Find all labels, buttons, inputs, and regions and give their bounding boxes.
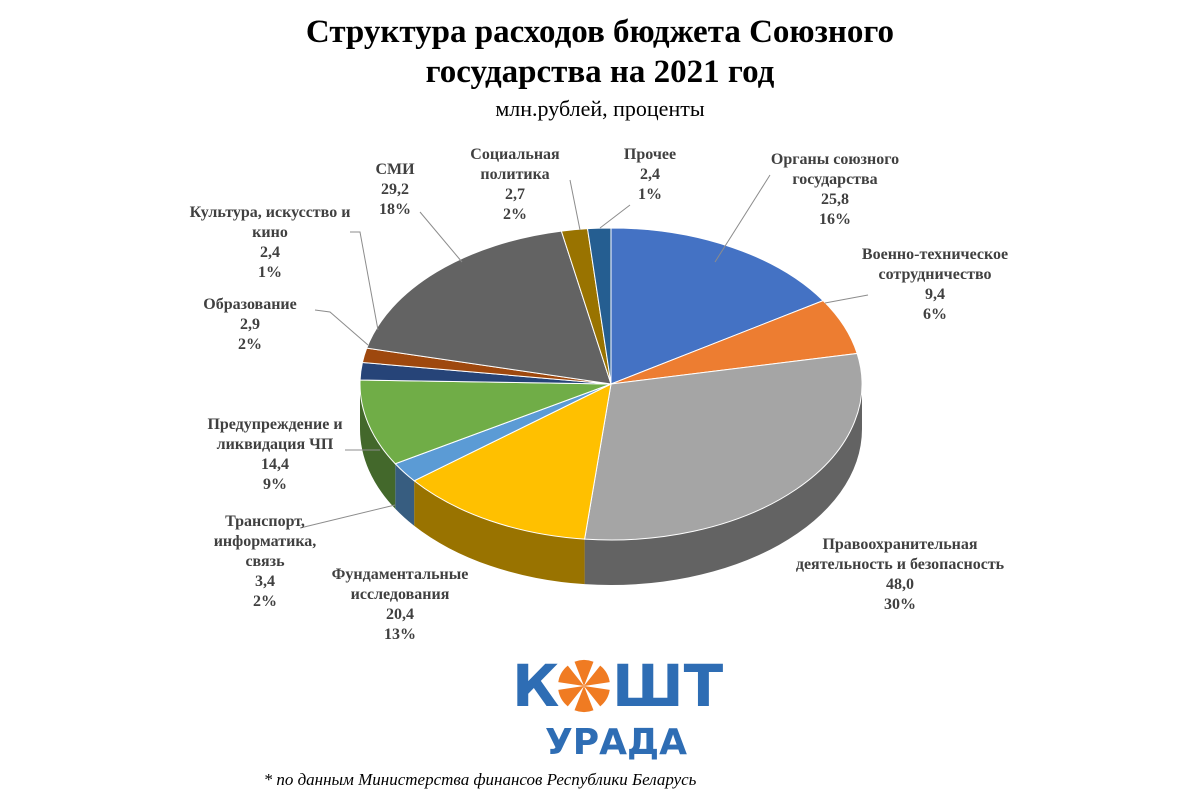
pie-slice (359, 379, 612, 465)
data-label: Прочее 2,4 1% (605, 145, 695, 205)
data-label: Социальная политика 2,7 2% (455, 145, 575, 225)
chart-subtitle: млн.рублей, проценты (495, 96, 705, 121)
percent-label: 2% (503, 206, 527, 223)
logo-segment (558, 686, 584, 707)
pie-slice-side (584, 384, 863, 585)
logo-segment (574, 660, 594, 686)
leader-line (419, 211, 463, 263)
value-label: 25,8 (821, 191, 849, 208)
category-label: Образование (203, 296, 297, 313)
data-label: СМИ 29,2 18% (350, 160, 440, 220)
category-label: Военно-техническое сотрудничество (861, 246, 1009, 283)
leader-line (599, 204, 631, 229)
pie-slice (413, 383, 612, 540)
percent-label: 2% (253, 593, 277, 610)
logo-segment (584, 686, 610, 707)
data-label: Образование 2,9 2% (180, 295, 320, 355)
value-label: 29,2 (381, 181, 409, 198)
value-label: 2,4 (640, 166, 660, 183)
data-label: Военно-техническое сотрудничество 9,4 6% (860, 245, 1010, 325)
percent-label: 18% (379, 201, 411, 218)
logo-right: ШТ (612, 652, 724, 720)
percent-label: 2% (238, 336, 262, 353)
leader-line (299, 504, 396, 529)
leader-line (314, 309, 369, 346)
pie-slice (584, 352, 863, 541)
value-label: 2,9 (240, 316, 260, 333)
footnote: * по данным Министерства финансов Респуб… (263, 770, 697, 789)
data-label: Органы союзного государства 25,8 16% (750, 150, 920, 230)
value-label: 3,4 (255, 573, 275, 590)
percent-label: 1% (638, 186, 662, 203)
value-label: 48,0 (886, 576, 914, 593)
logo-bottom: УРАДА (545, 722, 687, 763)
category-label: Органы союзного государства (770, 151, 900, 188)
leader-line (350, 231, 379, 331)
logo-segment (574, 686, 594, 712)
category-label: Прочее (623, 146, 677, 163)
category-label: Правоохранительная деятельность и безопа… (795, 536, 1005, 573)
pie-slice-side (360, 384, 396, 509)
leader-line (569, 179, 581, 231)
value-label: 2,7 (505, 186, 525, 203)
pie-slice (610, 227, 825, 385)
data-label: Культура, искусство и кино 2,4 1% (180, 203, 360, 283)
category-label: Предупреждение и ликвидация ЧП (207, 416, 343, 453)
percent-label: 9% (263, 476, 287, 493)
value-label: 2,4 (260, 244, 280, 261)
pie-slice-side (414, 480, 585, 585)
leader-line (714, 174, 771, 263)
category-label: Фундаментальные исследования (331, 566, 469, 603)
value-label: 9,4 (925, 286, 945, 303)
pie-slice (586, 227, 612, 385)
pie-slice-side (395, 463, 415, 526)
logo-segment (584, 665, 610, 686)
chart-title: Структура расходов бюджета Союзного госу… (305, 14, 895, 90)
percent-label: 30% (884, 596, 916, 613)
data-label: Предупреждение и ликвидация ЧП 14,4 9% (185, 415, 365, 495)
value-label: 14,4 (261, 456, 289, 473)
data-label: Транспорт, информатика, связь 3,4 2% (195, 512, 335, 612)
category-label: Социальная политика (470, 146, 560, 183)
logo-left: К (512, 652, 560, 720)
logo-icon (558, 660, 610, 712)
percent-label: 1% (258, 264, 282, 281)
category-label: Транспорт, информатика, связь (213, 513, 317, 570)
data-label: Правоохранительная деятельность и безопа… (795, 535, 1005, 615)
category-label: СМИ (375, 161, 415, 178)
percent-label: 6% (923, 306, 947, 323)
leader-line (824, 294, 869, 304)
percent-label: 13% (384, 626, 416, 643)
logo-segment (558, 665, 584, 686)
category-label: Культура, искусство и кино (189, 204, 351, 241)
percent-label: 16% (819, 211, 851, 228)
data-label: Фундаментальные исследования 20,4 13% (310, 565, 490, 645)
value-label: 20,4 (386, 606, 414, 623)
pie-slice (366, 230, 612, 385)
